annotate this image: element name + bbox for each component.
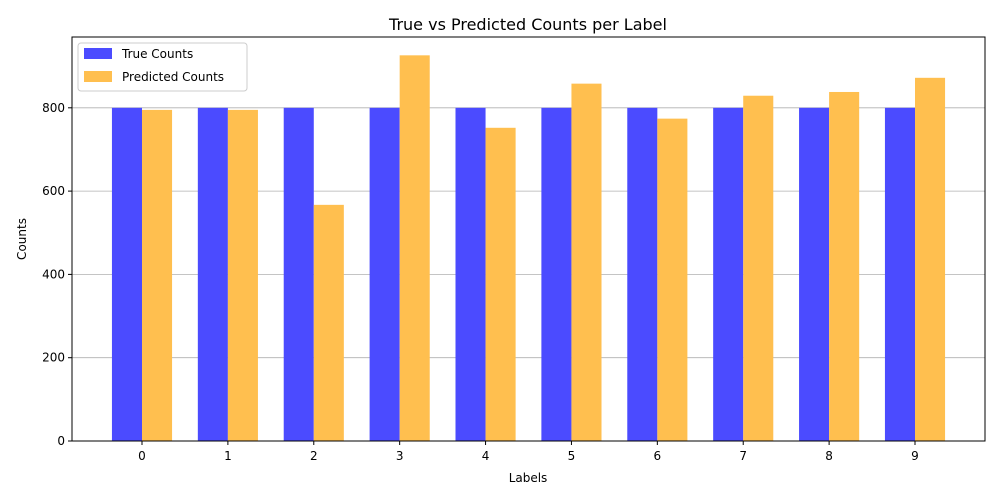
y-tick-label-0: 0	[57, 434, 65, 448]
y-axis-label: Counts	[15, 218, 29, 260]
bar-predicted-counts-4	[485, 127, 516, 442]
x-tick-label-2: 2	[310, 449, 318, 463]
chart-title: True vs Predicted Counts per Label	[388, 15, 667, 34]
bar-true-counts-8	[799, 107, 830, 441]
x-axis-ticks: 0 1 2 3 4 5 6 7 8 9	[138, 441, 919, 463]
bar-predicted-counts-6	[657, 118, 688, 441]
bar-predicted-counts-8	[829, 91, 860, 441]
legend: True Counts Predicted Counts	[77, 42, 248, 92]
y-tick-label-400: 400	[42, 267, 65, 281]
x-tick-label-9: 9	[911, 449, 919, 463]
x-tick-label-0: 0	[138, 449, 146, 463]
bar-predicted-counts-5	[571, 83, 602, 441]
y-tick-label-600: 600	[42, 184, 65, 198]
x-tick-label-3: 3	[396, 449, 404, 463]
bar-predicted-counts-0	[141, 109, 173, 441]
legend-swatch-predicted-counts	[84, 71, 112, 82]
legend-box	[77, 42, 248, 92]
bar-true-counts-1	[197, 107, 228, 441]
x-tick-label-7: 7	[739, 449, 747, 463]
bar-true-counts-4	[455, 107, 486, 441]
y-tick-label-200: 200	[42, 351, 65, 365]
bar-predicted-counts-9	[915, 77, 946, 441]
bars	[111, 55, 946, 442]
legend-label-predicted-counts: Predicted Counts	[122, 70, 224, 84]
x-tick-label-1: 1	[224, 449, 232, 463]
bar-predicted-counts-3	[399, 55, 430, 441]
x-tick-label-8: 8	[825, 449, 833, 463]
legend-swatch-true-counts	[84, 48, 112, 59]
bar-true-counts-3	[369, 107, 400, 441]
x-tick-label-6: 6	[654, 449, 662, 463]
bar-predicted-counts-2	[313, 204, 344, 441]
y-axis-ticks: 0 200 400 600 800	[42, 101, 72, 448]
x-tick-label-5: 5	[568, 449, 576, 463]
bar-predicted-counts-1	[227, 109, 258, 441]
bar-true-counts-5	[541, 107, 572, 441]
x-axis-label: Labels	[509, 471, 548, 485]
bar-true-counts-0	[111, 107, 142, 441]
legend-label-true-counts: True Counts	[121, 47, 193, 61]
y-tick-label-800: 800	[42, 101, 65, 115]
bar-true-counts-6	[627, 107, 658, 441]
plot-frame	[71, 36, 986, 442]
bar-predicted-counts-7	[743, 95, 774, 442]
x-tick-label-4: 4	[482, 449, 490, 463]
bar-true-counts-9	[884, 107, 916, 441]
bar-true-counts-7	[713, 107, 744, 441]
bar-true-counts-2	[283, 107, 314, 441]
